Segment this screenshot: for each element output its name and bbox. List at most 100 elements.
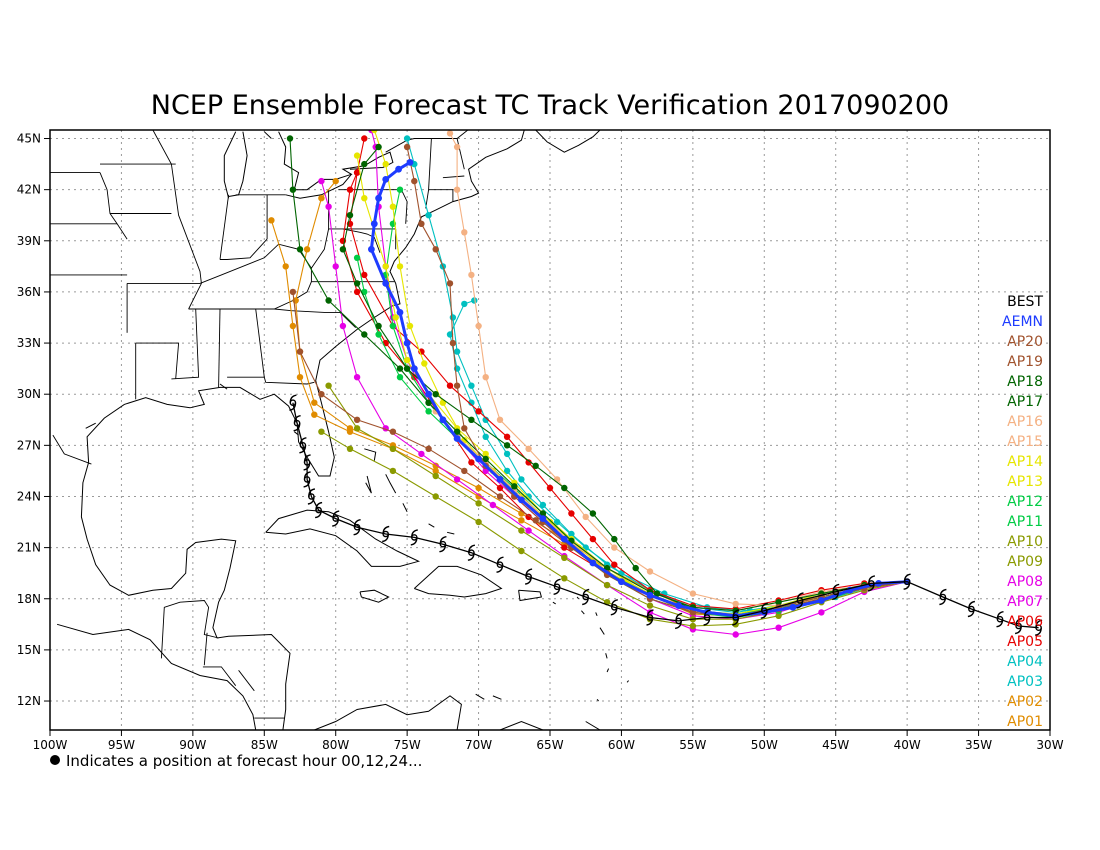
legend-entry: AP18 — [1007, 374, 1043, 390]
forecast-position-dot — [406, 322, 414, 330]
forecast-position-dot — [453, 476, 461, 483]
mean-position-dot — [382, 176, 390, 183]
legend-entry: AEMN — [1002, 314, 1043, 330]
forecast-position-dot — [375, 331, 382, 338]
boundary-line — [238, 670, 255, 692]
hurricane-symbol-icon — [1014, 617, 1023, 635]
forecast-position-dot — [603, 581, 611, 589]
forecast-position-dot — [339, 322, 347, 330]
forecast-position-dot — [432, 246, 439, 253]
ensemble-track — [346, 135, 911, 613]
forecast-position-dot — [475, 408, 482, 415]
forecast-position-dot — [453, 428, 461, 435]
forecast-position-dot — [375, 322, 382, 330]
coastline — [595, 612, 598, 616]
forecast-position-dot — [361, 160, 368, 168]
legend-entry: AP16 — [1007, 414, 1043, 430]
boundary-line — [219, 194, 230, 260]
forecast-position-dot — [332, 263, 339, 270]
boundary-line — [220, 238, 268, 260]
forecast-position-dot — [518, 517, 525, 524]
coastline — [492, 695, 502, 700]
forecast-position-dot — [461, 300, 468, 308]
legend: BEST AEMN AP20 AP19 AP18 AP17 AP16 AP15 AP14 AP13… — [1002, 294, 1043, 730]
coastline — [359, 589, 390, 603]
forecast-position-dot — [296, 246, 304, 253]
forecast-position-dot — [382, 263, 389, 270]
forecast-position-dot — [511, 483, 518, 490]
forecast-position-dot — [421, 360, 428, 367]
forecast-position-dot — [503, 433, 511, 440]
ensemble-track-line — [406, 146, 908, 617]
x-tick-label: 60W — [608, 738, 635, 752]
footnote: Indicates a position at forecast hour 00… — [66, 752, 422, 770]
boundary-line — [328, 189, 396, 230]
forecast-position-dot — [318, 428, 325, 435]
boundary-line — [311, 228, 330, 269]
forecast-position-dot — [568, 510, 575, 517]
forecast-position-dot — [582, 513, 589, 521]
forecast-position-dot — [425, 445, 432, 452]
hurricane-symbol-icon — [867, 575, 876, 592]
legend-entry: AP05 — [1007, 634, 1043, 650]
coastline — [599, 627, 605, 635]
forecast-position-dot — [325, 203, 332, 210]
y-tick-label: 12N — [17, 694, 41, 708]
coastline — [56, 623, 257, 730]
x-tick-label: 70W — [465, 738, 492, 752]
mean-position-dot — [396, 309, 404, 316]
x-tick-label: 65W — [536, 738, 563, 752]
boundary-line — [160, 600, 219, 659]
legend-entry: AP11 — [1007, 514, 1043, 530]
coastline — [428, 523, 435, 528]
legend-entry: AP14 — [1007, 454, 1043, 470]
legend-entry: AP15 — [1007, 434, 1043, 450]
forecast-position-dot — [518, 547, 525, 555]
boundary-line — [171, 308, 200, 380]
legend-entry: AP13 — [1007, 474, 1043, 490]
forecast-position-dot — [561, 575, 568, 582]
forecast-position-dot — [475, 484, 482, 492]
coastlines — [50, 130, 629, 730]
ensemble-track-line — [292, 291, 908, 617]
mean-position-dot — [382, 280, 390, 287]
y-tick-label: 45N — [17, 132, 41, 146]
forecast-position-dot — [389, 322, 397, 330]
legend-entry: AP02 — [1007, 694, 1043, 710]
coastline — [265, 509, 421, 567]
mean-position-dot — [589, 559, 597, 567]
forecast-position-dot — [568, 530, 575, 538]
mean-position-dot — [675, 602, 682, 609]
hurricane-symbol-icon — [467, 544, 476, 561]
boundary-line — [456, 138, 465, 170]
ensemble-track — [292, 177, 911, 619]
x-tick-label: 35W — [965, 738, 992, 752]
forecast-position-dot — [418, 450, 425, 458]
forecast-position-dot — [353, 169, 361, 176]
mean-position-dot — [395, 165, 402, 173]
hurricane-symbol-icon — [307, 488, 316, 505]
ensemble-track-line — [370, 130, 908, 620]
forecast-position-dot — [318, 391, 325, 398]
forecast-position-dot — [482, 433, 489, 440]
forecast-position-dot — [446, 331, 454, 338]
legend-entry: AP03 — [1007, 674, 1043, 690]
coastline — [219, 383, 228, 390]
mean-position-dot — [646, 591, 654, 599]
coastline — [475, 693, 485, 700]
forecast-position-dot — [289, 186, 297, 193]
forecast-position-dot — [468, 399, 475, 406]
forecast-position-dot — [546, 484, 554, 492]
hurricane-symbol-icon — [1034, 619, 1043, 636]
hurricane-symbol-icon — [582, 588, 590, 606]
hurricane-symbol-icon — [610, 599, 618, 616]
forecast-position-dot — [646, 602, 654, 609]
forecast-tracks — [268, 130, 911, 638]
forecast-position-dot — [361, 195, 368, 202]
forecast-position-dot — [403, 135, 411, 142]
x-tick-label: 75W — [394, 738, 421, 752]
coastline — [626, 680, 629, 683]
axis-labels: 100W 95W 90W 85W 80W 75W 70W 65W 60W 55W 50W 45W 40W… — [17, 132, 1064, 752]
forecast-position-dot — [525, 459, 532, 466]
ensemble-track-line — [356, 155, 908, 617]
